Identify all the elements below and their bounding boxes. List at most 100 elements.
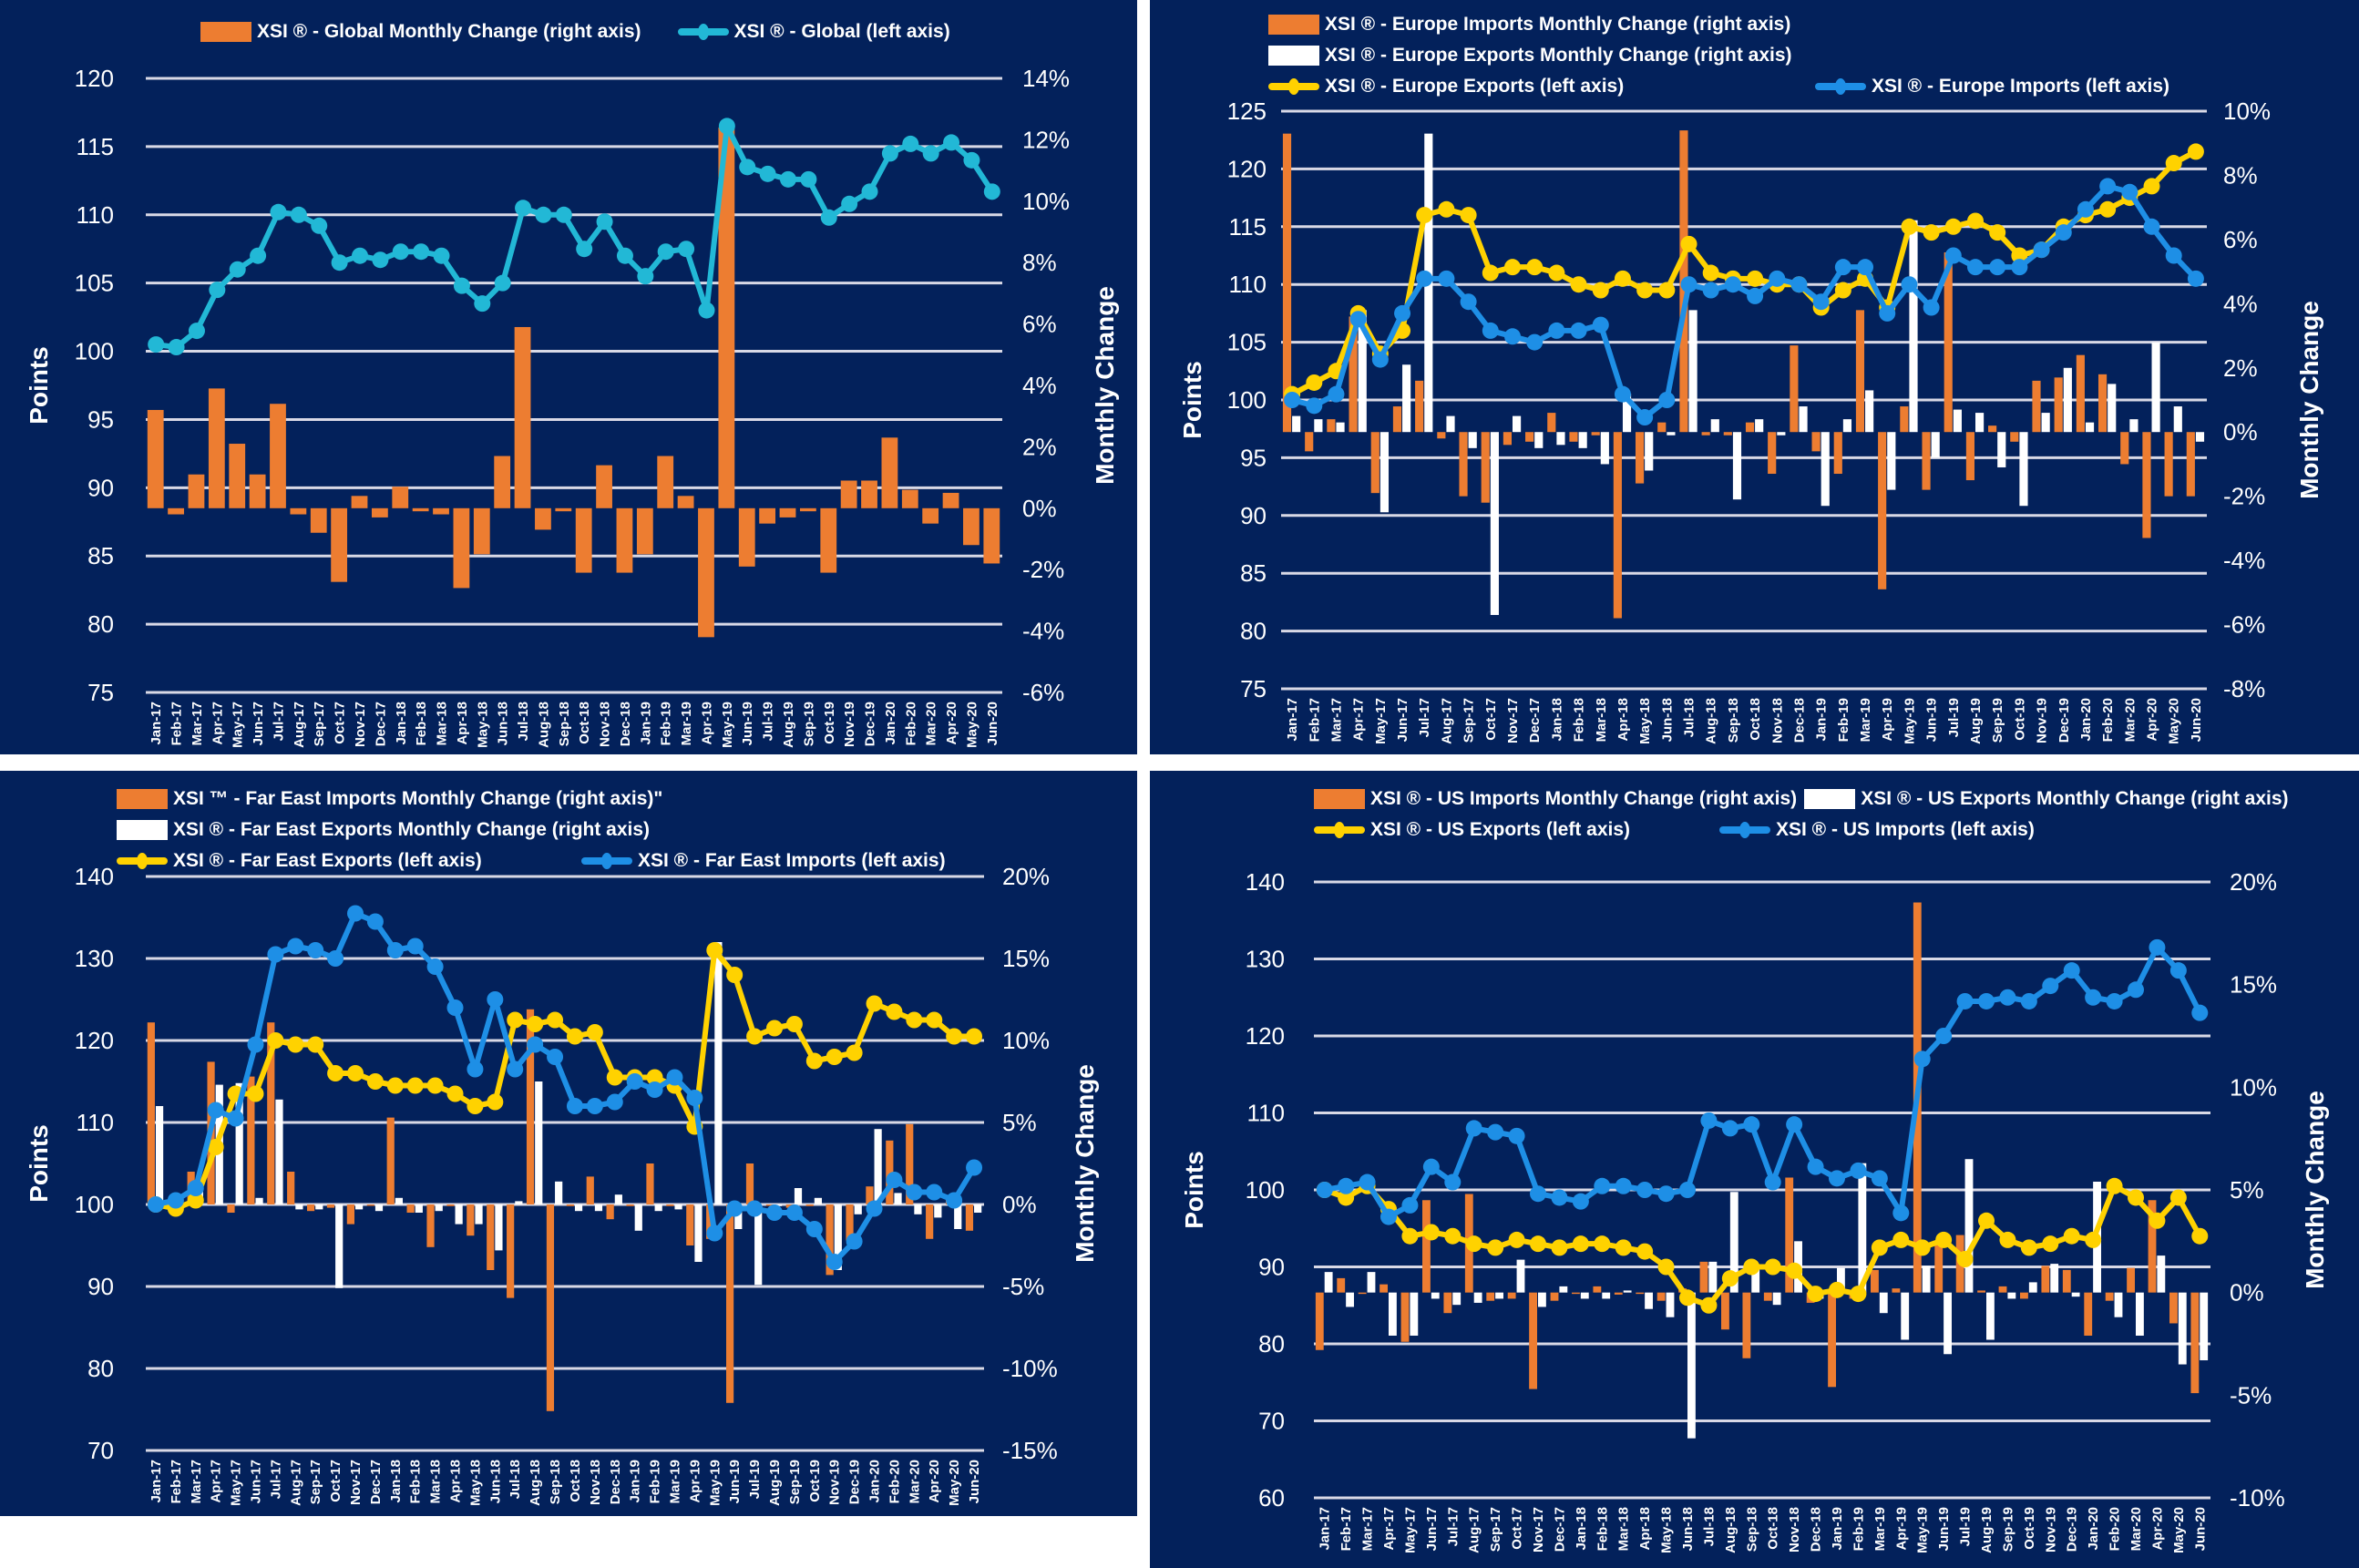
y-axis-title: Points — [1178, 361, 1206, 439]
bar — [392, 487, 409, 508]
line-point — [366, 1073, 384, 1090]
line-point — [1636, 1243, 1654, 1260]
bar — [2157, 1255, 2166, 1293]
line-point — [515, 200, 532, 217]
line-point — [1834, 259, 1851, 276]
line-point — [2020, 1239, 2037, 1256]
line-point — [1721, 1270, 1738, 1287]
bar — [2076, 354, 2085, 433]
x-tick-label: Jun-17 — [1395, 698, 1410, 742]
line-point — [1989, 224, 2006, 241]
bar — [2148, 1200, 2157, 1293]
x-tick-label: Jul-18 — [516, 702, 531, 741]
orange-bar-swatch-icon — [1314, 789, 1365, 809]
legend-label: XSI ® - US Exports Monthly Change (right… — [1861, 788, 2289, 809]
line-point — [906, 1184, 923, 1201]
line-point — [1401, 1196, 1419, 1214]
line-point — [386, 1077, 404, 1094]
bar — [147, 409, 164, 508]
line-point — [1526, 259, 1544, 276]
bar — [1459, 432, 1468, 497]
line-point — [943, 134, 960, 151]
x-tick-label: Aug-18 — [1704, 698, 1719, 744]
bar — [1538, 1292, 1546, 1307]
us-chart-panel: XSI ® - US Imports Monthly Change (right… — [1150, 771, 2359, 1568]
x-tick-label: Mar-18 — [1594, 698, 1609, 742]
line-point — [1850, 1286, 1867, 1303]
bar — [290, 507, 307, 515]
x-tick-label: Jan-18 — [1574, 1507, 1589, 1551]
x-tick-label: Nov-18 — [598, 702, 613, 747]
x-tick-label: Nov-19 — [2035, 698, 2050, 743]
line-point — [1956, 992, 1974, 1009]
y2-tick-label: 0% — [2230, 1279, 2264, 1307]
bar — [2084, 1292, 2093, 1336]
bar — [426, 1204, 435, 1247]
x-tick-label: Oct-17 — [1483, 698, 1499, 741]
x-tick-label: Nov-17 — [348, 1460, 364, 1505]
bar — [1635, 432, 1645, 484]
legend-item-us-imports: XSI ® - US Imports (left axis) — [1719, 815, 2035, 845]
x-tick-label: Feb-20 — [2108, 1507, 2123, 1551]
x-tick-label: May-18 — [475, 702, 490, 748]
bar — [1593, 1286, 1602, 1293]
x-tick-label: Aug-17 — [292, 702, 307, 748]
y-tick-label: 100 — [1227, 386, 1267, 414]
x-tick-label: Jun-17 — [248, 1460, 263, 1503]
line-point — [1592, 282, 1609, 299]
bar — [155, 1106, 164, 1204]
bar — [374, 1204, 384, 1212]
bar — [494, 456, 511, 508]
line-point — [1680, 276, 1697, 293]
bar — [1777, 432, 1786, 436]
x-tick-label: Aug-19 — [767, 1460, 783, 1506]
x-tick-label: Sep-17 — [1488, 1507, 1503, 1552]
x-tick-label: Jun-17 — [251, 702, 266, 745]
line-point — [2011, 259, 2028, 276]
line-point — [1615, 1177, 1632, 1194]
bar — [1336, 422, 1345, 433]
bar — [596, 465, 612, 508]
bar — [861, 480, 877, 508]
line-point — [2169, 962, 2187, 979]
legend-item-us-exports-change: XSI ® - US Exports Monthly Change (right… — [1804, 784, 2289, 815]
bar — [2164, 432, 2173, 497]
line-point — [1871, 1239, 1888, 1256]
line-point — [718, 118, 735, 135]
line-point — [1702, 282, 1719, 299]
legend-item-europe-imports: XSI ® - Europe Imports (left axis) — [1815, 71, 2169, 102]
x-tick-label: Feb-17 — [1307, 698, 1322, 742]
y2-tick-label: 6% — [2223, 226, 2258, 253]
line-point — [1416, 207, 1433, 224]
bar — [1751, 1266, 1760, 1293]
bar — [894, 1193, 902, 1204]
legend-item-far-east-imports: XSI ® - Far East Imports (left axis) — [581, 845, 946, 876]
line-point — [1786, 1262, 1803, 1279]
x-tick-label: Oct-19 — [822, 702, 837, 744]
line-point — [1636, 1182, 1654, 1198]
bar — [1337, 1277, 1346, 1293]
bar — [1785, 1177, 1794, 1293]
x-tick-label: Mar-17 — [1328, 698, 1344, 742]
line-point — [926, 1011, 943, 1029]
line-point — [1614, 270, 1631, 287]
line-point — [406, 938, 424, 955]
x-tick-label: Mar-17 — [189, 1460, 204, 1503]
x-tick-label: Jan-19 — [1830, 1507, 1845, 1551]
bar — [1415, 380, 1424, 433]
bar — [686, 1204, 694, 1245]
bar — [2071, 1292, 2080, 1297]
bar — [495, 1204, 503, 1251]
line-point — [2063, 962, 2080, 979]
us-chart-plot: 60 70 80 90 100 110 120 130 140 -10% -5% 0% 5% 10% 15%… — [1180, 868, 2329, 1553]
x-tick-label: Aug-18 — [536, 702, 551, 748]
bar — [1324, 1272, 1333, 1293]
y-tick-label: 100 — [75, 1191, 114, 1218]
line-point — [1306, 397, 1323, 415]
x-tick-label: Oct-18 — [568, 1460, 583, 1502]
bar — [315, 1204, 323, 1210]
x-tick-label: Dec-18 — [1791, 698, 1807, 743]
legend-item-far-east-exports: XSI ® - Far East Exports (left axis) — [117, 845, 581, 876]
bar — [275, 1099, 283, 1204]
x-tick-label: Oct-18 — [577, 702, 592, 744]
